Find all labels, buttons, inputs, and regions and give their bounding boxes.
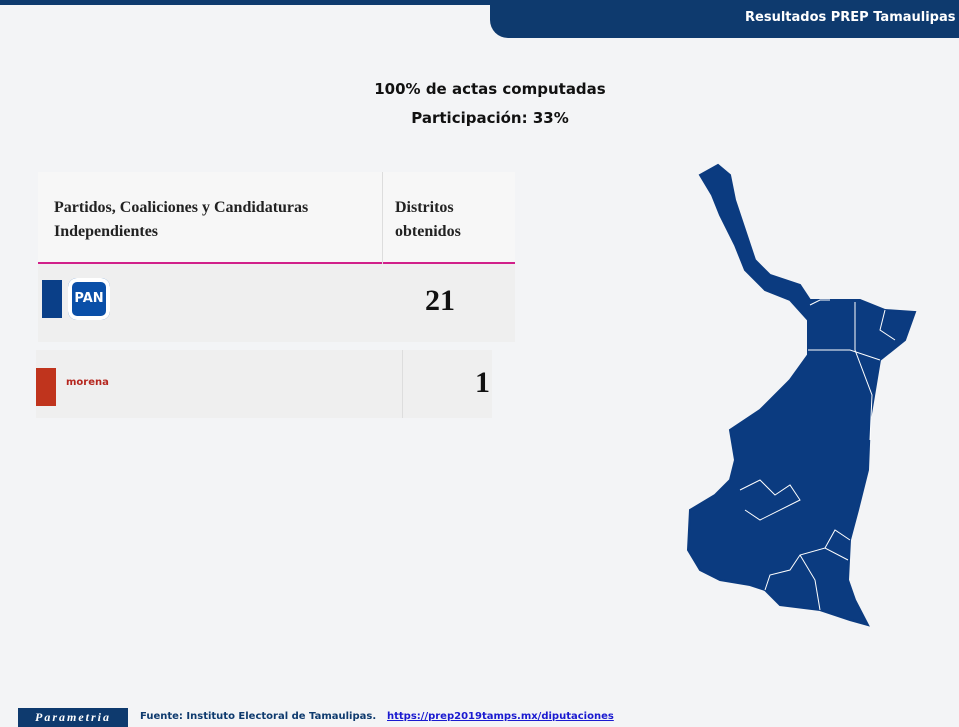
header-title: Resultados PREP Tamaulipas <box>745 10 956 25</box>
column-divider <box>402 350 403 418</box>
district-lines <box>739 299 896 611</box>
brand-badge: Parametria <box>18 708 128 727</box>
party-color <box>42 280 62 318</box>
summary-line: 100% de actas computadas <box>374 80 606 98</box>
header-bar <box>490 0 959 38</box>
table-header <box>38 172 515 264</box>
party-color <box>36 368 56 406</box>
summary-line: Participación: 33% <box>411 109 569 127</box>
column-header: Distritos obtenidos <box>395 199 461 240</box>
state-shape <box>686 163 917 627</box>
pan-logo: PAN <box>68 278 110 320</box>
top-rule <box>0 0 959 5</box>
column-header: Partidos, Coaliciones y Candidaturas Ind… <box>54 199 309 240</box>
source-note: Fuente: Instituto Electoral de Tamaulipa… <box>140 711 377 722</box>
source-link[interactable]: https://prep2019tamps.mx/diputaciones <box>387 711 614 722</box>
table-row <box>38 264 515 342</box>
district-count: 1 <box>475 366 490 399</box>
column-divider <box>382 172 383 342</box>
table-row <box>36 350 492 418</box>
district-count: 21 <box>425 284 455 317</box>
morena-logo: morena <box>66 377 109 388</box>
